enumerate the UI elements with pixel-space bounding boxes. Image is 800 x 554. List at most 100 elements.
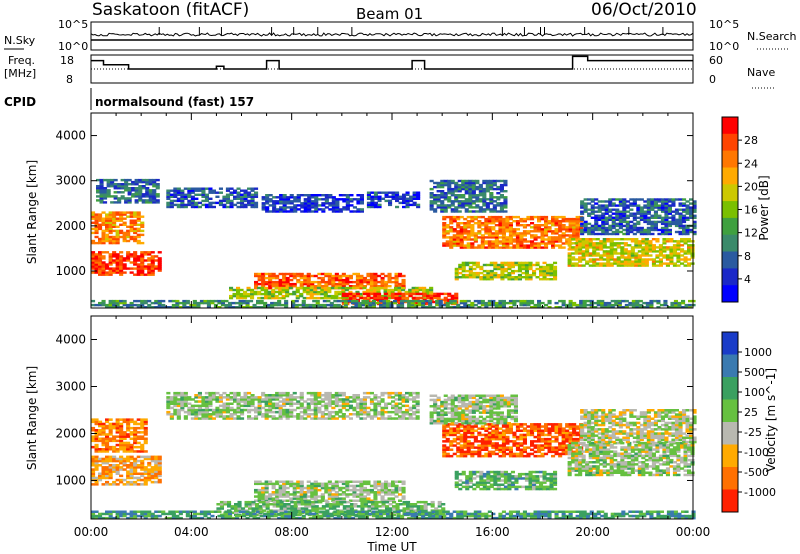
echo-cell	[261, 497, 266, 500]
echo-cell	[254, 495, 259, 498]
echo-cell	[133, 213, 138, 216]
echo-cell	[284, 303, 289, 307]
echo-cell	[554, 232, 559, 235]
echo-cell	[663, 299, 668, 303]
echo-cell	[362, 406, 367, 410]
echo-cell	[487, 299, 492, 303]
echo-cell	[632, 218, 637, 221]
echo-cell	[377, 410, 382, 414]
echo-cell	[94, 468, 99, 471]
echo-cell	[468, 204, 473, 207]
echo-cell	[338, 400, 343, 403]
echo-cell	[140, 229, 145, 233]
echo-cell	[494, 236, 499, 239]
echo-cell	[108, 213, 113, 216]
echo-cell	[140, 483, 145, 486]
echo-cell	[643, 230, 648, 234]
echo-cell	[503, 190, 508, 193]
echo-cell	[624, 303, 629, 307]
echo-cell	[607, 306, 612, 309]
echo-cell	[418, 288, 423, 292]
echo-cell	[250, 205, 255, 209]
echo-cell	[361, 301, 366, 305]
echo-cell	[447, 181, 452, 185]
echo-cell	[352, 400, 357, 403]
echo-cell	[108, 219, 113, 222]
echo-cell	[452, 240, 457, 243]
echo-cell	[94, 429, 99, 432]
echo-cell	[133, 426, 138, 430]
echo-cell	[108, 424, 113, 428]
echo-cell	[105, 265, 110, 268]
echo-cell	[394, 286, 399, 290]
echo-cell	[466, 303, 471, 307]
echo-cell	[315, 299, 320, 303]
echo-cell	[625, 230, 630, 234]
echo-cell	[122, 257, 127, 260]
echo-cell	[359, 402, 364, 405]
echo-cell	[606, 252, 611, 255]
echo-cell	[369, 272, 374, 276]
echo-cell	[271, 493, 276, 496]
power-echoes	[91, 178, 697, 309]
echo-cell	[572, 228, 577, 231]
echo-cell	[616, 256, 621, 259]
echo-cell	[306, 280, 311, 284]
echo-cell	[369, 415, 374, 418]
echo-cell	[482, 276, 487, 279]
echo-cell	[261, 394, 266, 397]
echo-cell	[140, 299, 145, 303]
echo-cell	[208, 189, 213, 192]
echo-cell	[574, 264, 579, 267]
echo-cell	[289, 396, 294, 399]
echo-cell	[310, 497, 315, 500]
echo-cell	[334, 294, 339, 298]
echo-cell	[602, 258, 607, 261]
echo-cell	[660, 210, 665, 213]
echo-cell	[299, 292, 304, 296]
echo-cell	[546, 267, 551, 271]
echo-cell	[621, 299, 626, 303]
echo-cell	[588, 260, 593, 263]
echo-cell	[482, 179, 487, 183]
echo-cell	[571, 264, 576, 267]
echo-cell	[129, 437, 134, 440]
echo-cell	[379, 306, 384, 309]
echo-cell	[496, 202, 501, 205]
echo-cell	[190, 406, 195, 410]
echo-cell	[275, 394, 280, 397]
echo-cell	[494, 217, 499, 221]
echo-cell	[233, 400, 238, 403]
echo-cell	[366, 413, 371, 416]
echo-cell	[334, 396, 339, 399]
echo-cell	[482, 190, 487, 193]
echo-cell	[372, 290, 377, 294]
echo-cell	[154, 461, 159, 465]
echo-cell	[491, 232, 496, 235]
echo-cell	[222, 404, 227, 408]
echo-cell	[370, 195, 375, 198]
echo-cell	[99, 180, 104, 184]
echo-cell	[366, 191, 371, 194]
echo-cell	[236, 406, 241, 410]
echo-cell	[580, 210, 585, 213]
echo-cell	[296, 204, 301, 207]
nsearch-tick-high: 10^5	[709, 18, 739, 31]
echo-cell	[222, 199, 227, 203]
echo-cell	[468, 190, 473, 193]
echo-cell	[436, 198, 441, 201]
echo-cell	[386, 301, 391, 305]
echo-cell	[225, 201, 230, 205]
echo-cell	[91, 470, 96, 473]
echo-cell	[362, 276, 367, 280]
echo-cell	[261, 202, 266, 205]
echo-cell	[470, 244, 475, 247]
echo-cell	[119, 478, 124, 482]
echo-cell	[317, 204, 322, 207]
echo-cell	[147, 251, 152, 254]
echo-cell	[648, 248, 653, 251]
echo-cell	[306, 402, 311, 405]
echo-cell	[122, 468, 127, 471]
echo-cell	[585, 240, 590, 243]
echo-cell	[278, 282, 283, 286]
